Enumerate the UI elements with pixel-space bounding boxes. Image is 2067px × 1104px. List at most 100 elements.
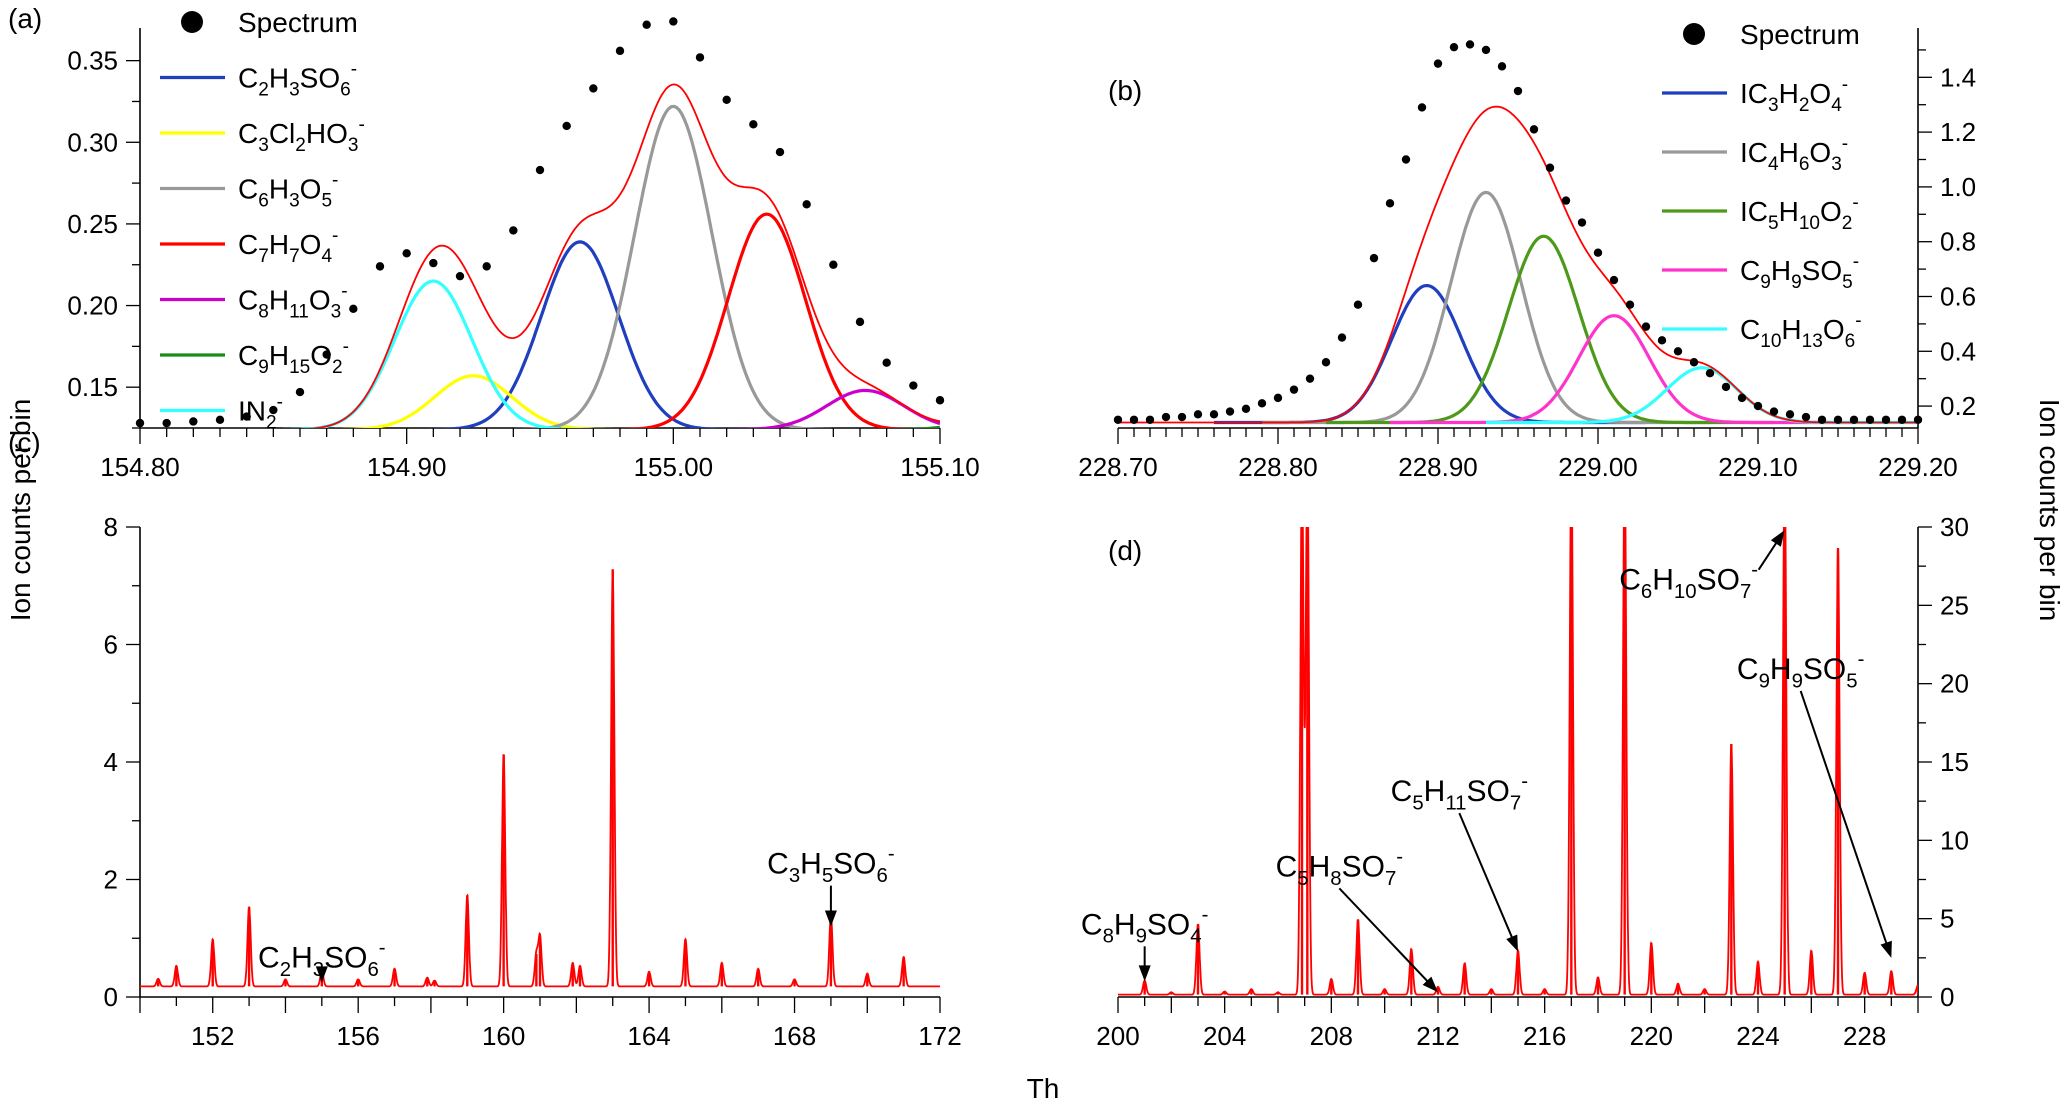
spectrum-point: [1513, 86, 1523, 96]
annotation-arrow-line: [1799, 690, 1888, 945]
y-tick-label-a: 0.25: [67, 209, 118, 239]
y-tick-label-b: 1.0: [1940, 172, 1976, 202]
spectrum-point: [562, 121, 571, 131]
annotation-label-c6h10so7: C6H10SO7-: [1619, 559, 1758, 603]
spectrum-line-c: [140, 570, 940, 988]
spectrum-point: [375, 262, 385, 271]
legend-label-ic3h2o4: IC3H2O4-: [1740, 74, 1848, 115]
panel-label-b: (b): [1108, 75, 1142, 106]
component-curve-c7h7o4: [513, 212, 940, 428]
y-tick-label-c: 8: [104, 512, 118, 542]
spectrum-point: [1449, 42, 1459, 52]
legend-a: Spectrum C2H3SO6- C3Cl2HO3- C6H3O5- C7H7O4- C…: [160, 7, 365, 433]
spectrum-point: [1529, 125, 1539, 134]
spectrum-point: [1193, 410, 1203, 419]
y-tick-label-b: 1.4: [1940, 62, 1976, 92]
spectrum-point: [1353, 300, 1363, 309]
spectrum-point: [402, 249, 411, 258]
spectrum-point: [322, 350, 331, 359]
panel-label-a: (a): [8, 3, 42, 34]
y-tick-label-b: 0.8: [1940, 227, 1976, 257]
spectrum-point: [1673, 347, 1683, 356]
x-tick-label-b: 228.70: [1078, 452, 1158, 482]
spectrum-point: [1577, 218, 1587, 227]
spectrum-point: [1417, 103, 1427, 112]
annotation-arrow-head: [1422, 976, 1438, 993]
component-curve-c8h11o3: [620, 388, 940, 428]
annotation-label-c9h9so5: C9H9SO5-: [1737, 648, 1865, 692]
legend-label-spectrum: Spectrum: [1740, 19, 1860, 50]
legend-label-c7h7o4: C7H7O4-: [238, 225, 338, 266]
x-tick-label-c: 172: [918, 1021, 961, 1051]
panel-label-d: (d): [1108, 535, 1142, 566]
spectrum-point: [1369, 253, 1379, 263]
spectrum-point: [589, 84, 598, 93]
spectrum-point: [1593, 248, 1603, 257]
spectrum-point: [1113, 415, 1123, 424]
spectrum-point: [1177, 412, 1187, 422]
spectrum-point: [1865, 415, 1875, 424]
legend-label-in2: IN2-: [238, 392, 283, 433]
legend-b: Spectrum IC3H2O4- IC4H6O3- IC5H10O2- C9H9SO5…: [1662, 19, 1862, 352]
x-tick-label-b: 229.10: [1718, 452, 1798, 482]
x-tick-label-a: 155.10: [900, 452, 980, 482]
y-tick-label-d: 0: [1940, 982, 1954, 1012]
spectrum-point: [669, 17, 678, 26]
spectrum-point: [429, 258, 438, 268]
annotation-arrow-head: [1770, 530, 1785, 547]
spectrum-point: [1689, 358, 1699, 367]
spectrum-point: [1849, 415, 1859, 424]
spectrum-point: [1913, 415, 1923, 424]
spectrum-point: [615, 46, 625, 56]
spectrum-point: [269, 405, 278, 415]
spectrum-point: [1817, 415, 1827, 424]
y-tick-label-a: 0.30: [67, 127, 118, 157]
legend-label-c9h15o2: C9H15O2-: [238, 336, 349, 377]
y-tick-label-d: 25: [1940, 590, 1969, 620]
spectrum-point: [1481, 45, 1491, 55]
spectrum-point: [1897, 415, 1907, 424]
spectrum-point: [695, 53, 705, 62]
legend-label-ic5h10o2: IC5H10O2-: [1740, 192, 1859, 233]
panel-d: (d) 200 204 208 212 216 220 224 228 0 5 10 15 20 25 30 C…: [1081, 512, 1969, 1051]
panel-label-c: (c): [8, 427, 41, 458]
spectrum-point: [1785, 410, 1795, 419]
y-axis-title-right: Ion counts per bin: [2034, 399, 2065, 622]
spectrum-point: [1881, 415, 1891, 424]
spectrum-point: [1161, 412, 1171, 422]
legend-label-c8h11o3: C8H11O3-: [238, 281, 348, 322]
spectrum-point: [1497, 62, 1507, 71]
spectrum-point: [1801, 412, 1811, 422]
x-tick-label-d: 208: [1310, 1021, 1353, 1051]
component-curve-c2h3so6: [300, 240, 780, 428]
x-tick-label-b: 229.20: [1878, 452, 1958, 482]
y-tick-label-b: 0.4: [1940, 336, 1976, 366]
spectrum-point: [482, 262, 491, 271]
spectrum-point: [1769, 407, 1779, 416]
x-tick-label-d: 216: [1523, 1021, 1566, 1051]
y-tick-label-a: 0.20: [67, 291, 118, 321]
annotation-c5h8so7: C5H8SO7-: [1276, 846, 1438, 993]
annotation-label-c3h5so6: C3H5SO6-: [767, 843, 895, 887]
y-tick-label-b: 0.6: [1940, 281, 1976, 311]
annotation-c3h5so6: C3H5SO6-: [767, 843, 895, 927]
y-axis-title-left: Ion counts per bin: [5, 399, 36, 622]
spectrum-point: [1737, 393, 1747, 403]
spectrum-point: [1289, 385, 1299, 394]
spectrum-point: [1337, 333, 1347, 342]
x-tick-label-a: 154.80: [100, 452, 180, 482]
annotation-arrow-head: [1880, 940, 1892, 958]
spectrum-point: [1721, 382, 1731, 392]
legend-label-c2h3so6: C2H3SO6-: [238, 59, 357, 100]
y-tick-label-d: 20: [1940, 669, 1969, 699]
spectrum-point: [909, 381, 918, 390]
spectrum-point: [1257, 399, 1267, 408]
spectrum-point: [1225, 407, 1235, 416]
spectrum-point: [749, 120, 758, 129]
spectrum-point: [1305, 374, 1315, 383]
y-tick-label-a: 0.15: [67, 372, 118, 402]
spectrum-point: [1561, 196, 1571, 205]
spectrum-point: [935, 396, 945, 405]
x-tick-label-d: 224: [1736, 1021, 1779, 1051]
